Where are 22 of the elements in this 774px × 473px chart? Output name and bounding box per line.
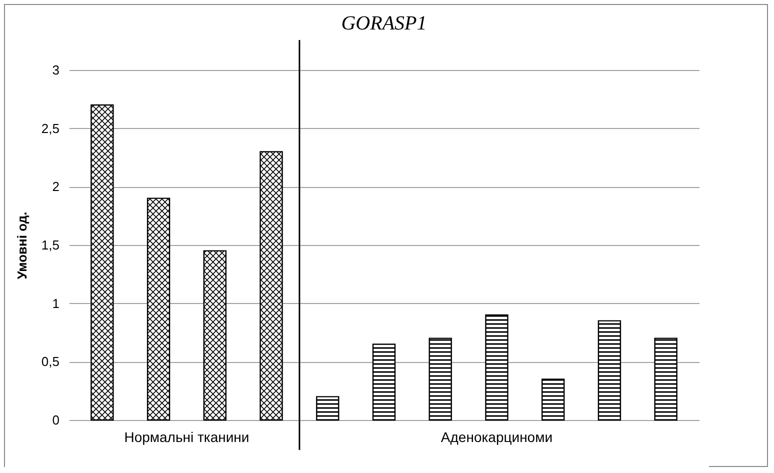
y-tick-label: 0,5 [41, 354, 60, 370]
bar [428, 338, 452, 421]
series-label: Нормальні тканини [124, 429, 250, 445]
y-tick-label: 2,5 [41, 120, 60, 136]
y-tick-label: 2 [52, 179, 60, 194]
bar [372, 344, 396, 421]
bar [541, 378, 565, 421]
y-tick-label: 1,5 [41, 238, 60, 252]
series-label: Аденокарциноми [440, 429, 553, 445]
y-tick-label: 1 [52, 296, 60, 311]
bar [146, 198, 170, 421]
bar [316, 396, 340, 421]
bar [203, 250, 227, 421]
bar [654, 338, 678, 421]
bar [598, 320, 622, 421]
bar [260, 151, 283, 421]
bar [485, 314, 508, 421]
y-tick-label: 0 [52, 412, 60, 428]
bar [90, 104, 114, 421]
chart-title: GORASP1 [341, 12, 427, 34]
y-axis-title: Умовні од. [14, 212, 30, 280]
y-tick-label: 3 [52, 62, 60, 78]
